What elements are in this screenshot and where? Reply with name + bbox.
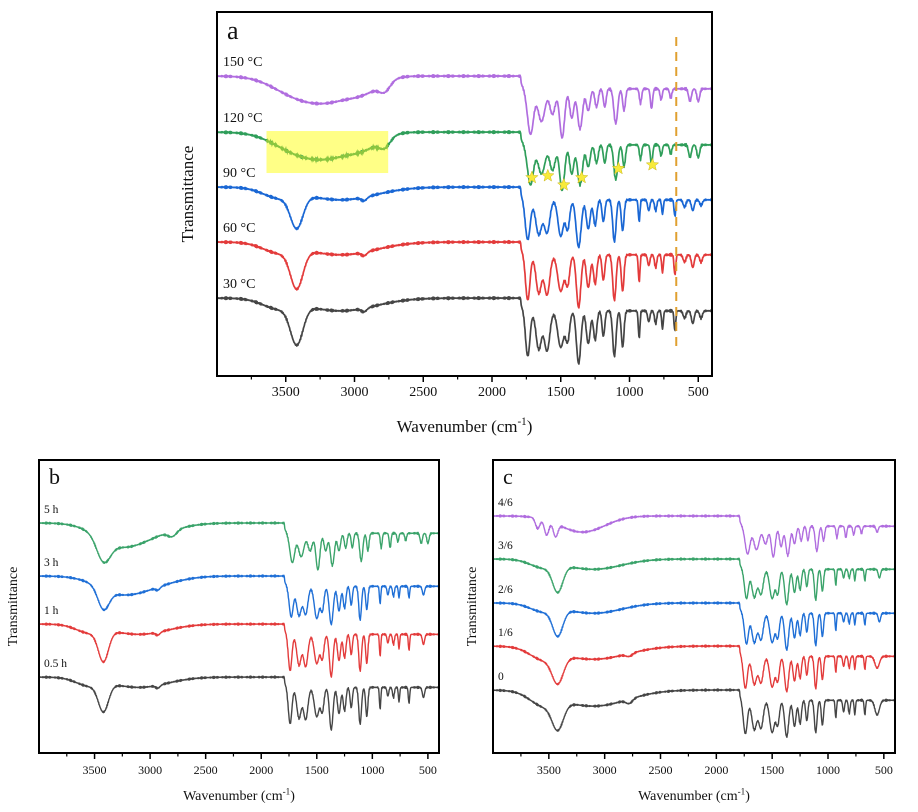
star-marker bbox=[574, 170, 589, 184]
x-tick-label: 2500 bbox=[649, 763, 673, 777]
x-axis-label-base: Wavenumber (cm bbox=[638, 789, 738, 804]
series-label: 3 h bbox=[44, 557, 59, 569]
x-axis-label-base: Wavenumber (cm bbox=[397, 417, 518, 436]
x-tick-label: 2000 bbox=[478, 385, 506, 400]
x-tick-label: 3500 bbox=[83, 763, 107, 777]
series-label: 120 °C bbox=[223, 111, 262, 126]
panel-b: 5 h 3 h 1 h 0.5 h 3500 3000 2500 2000 1500 1000 50… bbox=[6, 459, 440, 804]
y-axis-label: Transmittance bbox=[6, 567, 21, 647]
series-label: 3/6 bbox=[498, 540, 513, 552]
x-tick-label: 1000 bbox=[816, 763, 840, 777]
star-marker bbox=[645, 157, 660, 171]
x-axis-label: Wavenumber (cm-1) bbox=[638, 786, 750, 804]
x-tick-label: 2500 bbox=[194, 763, 218, 777]
star-marker bbox=[611, 161, 626, 175]
series-line-150-C bbox=[216, 73, 713, 139]
panel-label: c bbox=[503, 464, 513, 489]
x-tick-label: 1000 bbox=[616, 385, 644, 400]
series-line-1-h bbox=[38, 622, 440, 678]
x-tick-label: 2000 bbox=[704, 763, 728, 777]
x-tick-label: 500 bbox=[875, 763, 893, 777]
x-axis-label-base: Wavenumber (cm bbox=[183, 789, 283, 804]
series-line-1-6 bbox=[492, 644, 896, 693]
star-marker bbox=[525, 170, 539, 184]
x-axis-label-sup: -1 bbox=[518, 416, 527, 428]
series-label: 60 °C bbox=[223, 221, 255, 236]
x-tick-label: 3500 bbox=[537, 763, 561, 777]
x-tick-label: 1500 bbox=[547, 385, 575, 400]
x-tick-label: 1500 bbox=[305, 763, 329, 777]
series-line-3-h bbox=[38, 574, 440, 626]
x-axis-label-sup: -1 bbox=[283, 786, 291, 796]
x-tick-label: 500 bbox=[688, 385, 709, 400]
x-axis-label-close: ) bbox=[527, 417, 533, 436]
x-tick-label: 2500 bbox=[409, 385, 437, 400]
series-line-3-6 bbox=[492, 557, 896, 606]
series-line-2-6 bbox=[492, 601, 896, 651]
x-tick-label: 2000 bbox=[249, 763, 273, 777]
plot-frame bbox=[492, 459, 896, 754]
x-tick-label: 3000 bbox=[138, 763, 162, 777]
star-marker bbox=[540, 168, 555, 182]
series-label: 1/6 bbox=[498, 627, 513, 639]
x-axis-label: Wavenumber (cm-1) bbox=[397, 416, 533, 436]
plot-frame bbox=[38, 459, 440, 754]
plot-frame bbox=[216, 11, 713, 377]
x-tick-label: 1500 bbox=[760, 763, 784, 777]
panel-label: b bbox=[49, 464, 60, 489]
series-line-60-C bbox=[216, 239, 713, 309]
series-line-0-5-h bbox=[38, 675, 440, 731]
series-line-0 bbox=[492, 688, 896, 738]
series-label: 90 °C bbox=[223, 166, 255, 181]
star-marker bbox=[556, 177, 571, 191]
x-tick-label: 3500 bbox=[272, 385, 300, 400]
x-tick-label: 500 bbox=[419, 763, 437, 777]
series-label: 2/6 bbox=[498, 584, 513, 596]
x-axis-label-close: ) bbox=[745, 789, 750, 804]
series-label: 150 °C bbox=[223, 55, 262, 70]
series-line-5-h bbox=[38, 521, 440, 571]
series-line-30-C bbox=[216, 295, 713, 365]
series-label: 30 °C bbox=[223, 277, 255, 292]
y-axis-label: Transmittance bbox=[178, 146, 197, 243]
y-axis-label: Transmittance bbox=[465, 567, 480, 647]
series-label: 4/6 bbox=[498, 497, 513, 509]
series-label: 0 bbox=[498, 671, 504, 683]
series-label: 1 h bbox=[44, 605, 59, 617]
panel-label: a bbox=[227, 16, 239, 45]
series-label: 0.5 h bbox=[44, 658, 67, 670]
x-axis-label-sup: -1 bbox=[738, 786, 746, 796]
x-tick-label: 3000 bbox=[341, 385, 369, 400]
x-tick-label: 1000 bbox=[360, 763, 384, 777]
x-axis-label-close: ) bbox=[290, 789, 295, 804]
panel-a: 150 °C 120 °C 90 °C 60 °C 30 °C 3500 3000 2500 2… bbox=[178, 11, 713, 436]
series-label: 5 h bbox=[44, 504, 59, 516]
x-axis-label: Wavenumber (cm-1) bbox=[183, 786, 295, 804]
panel-c: 4/6 3/6 2/6 1/6 0 3500 3000 2500 2000 1500 1000 500… bbox=[465, 459, 896, 804]
series-line-90-C bbox=[216, 184, 713, 249]
series-line-4-6 bbox=[492, 514, 896, 558]
highlighted-series-segment bbox=[265, 138, 389, 164]
x-tick-label: 3000 bbox=[593, 763, 617, 777]
